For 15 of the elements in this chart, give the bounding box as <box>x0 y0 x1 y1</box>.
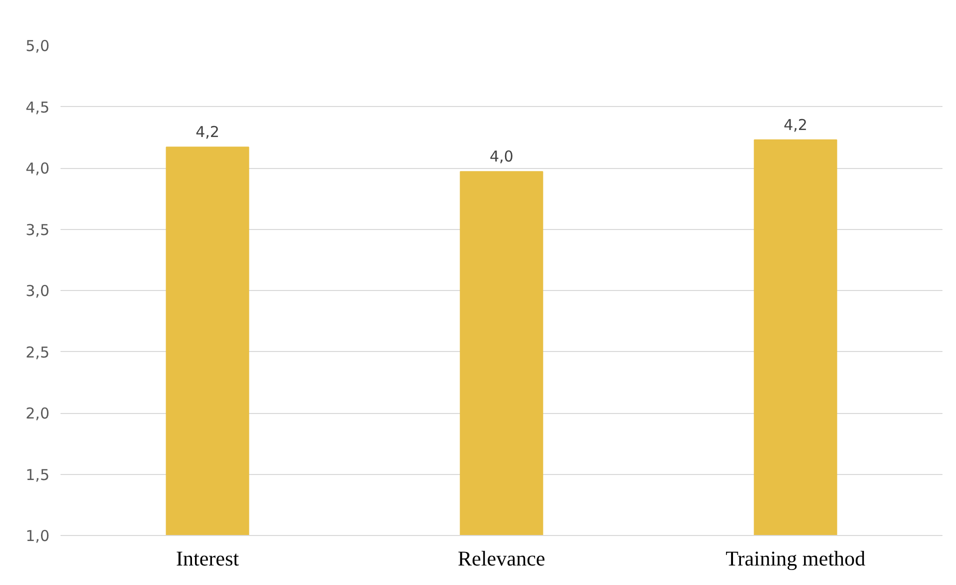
y-tick-label: 3,5 <box>26 220 50 239</box>
y-tick-label: 4,0 <box>26 160 50 178</box>
data-label: 4,2 <box>196 123 220 142</box>
y-tick-label: 5,0 <box>26 37 50 55</box>
x-tick-label: Interest <box>176 546 240 570</box>
y-tick-label: 2,0 <box>26 404 50 422</box>
data-label: 4,0 <box>490 148 514 166</box>
data-label: 4,2 <box>784 116 808 134</box>
y-tick-label: 3,0 <box>26 282 50 300</box>
y-tick-label: 1,0 <box>26 527 50 545</box>
y-tick-label: 4,5 <box>26 98 50 116</box>
x-tick-label: Relevance <box>458 546 546 570</box>
y-tick-label: 2,5 <box>26 343 50 362</box>
x-tick-label: Training method <box>726 546 866 570</box>
y-tick-label: 1,5 <box>26 466 50 484</box>
